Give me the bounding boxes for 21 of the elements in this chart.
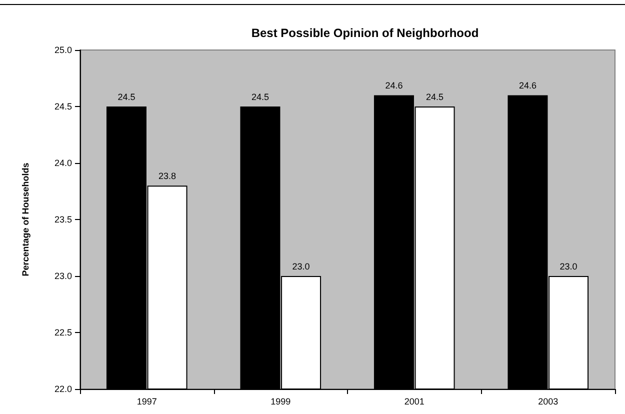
data-label: 24.6 — [385, 80, 403, 91]
data-label: 24.5 — [118, 92, 136, 102]
y-tick-label: 25.0 — [54, 45, 72, 55]
y-tick-label: 22.0 — [54, 384, 72, 394]
x-tick-label: 1999 — [270, 396, 291, 406]
y-tick-label: 24.5 — [54, 102, 72, 112]
data-label: 23.0 — [292, 262, 310, 272]
data-label: 23.8 — [158, 171, 176, 182]
y-tick-label: 23.5 — [54, 214, 72, 224]
x-tick-label: 2001 — [404, 396, 424, 406]
y-tick-label: 22.5 — [54, 328, 72, 338]
y-tick-label: 23.0 — [54, 271, 72, 281]
y-tick-label: 24.0 — [54, 158, 72, 168]
data-label: 24.5 — [426, 92, 444, 102]
x-tick-label: 1997 — [136, 396, 157, 406]
data-label: 24.5 — [251, 92, 269, 102]
x-tick-label: 2003 — [538, 396, 558, 406]
data-label: 24.6 — [518, 80, 536, 91]
chart-title: Best Possible Opinion of Neighborhood — [251, 26, 479, 40]
data-label: 23.0 — [560, 262, 578, 272]
y-axis-title: Percentage of Households — [20, 162, 30, 276]
